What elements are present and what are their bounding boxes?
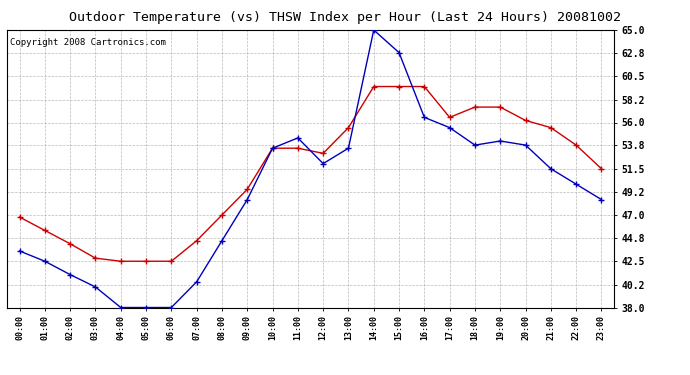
Text: Outdoor Temperature (vs) THSW Index per Hour (Last 24 Hours) 20081002: Outdoor Temperature (vs) THSW Index per … — [69, 11, 621, 24]
Text: Copyright 2008 Cartronics.com: Copyright 2008 Cartronics.com — [10, 38, 166, 47]
